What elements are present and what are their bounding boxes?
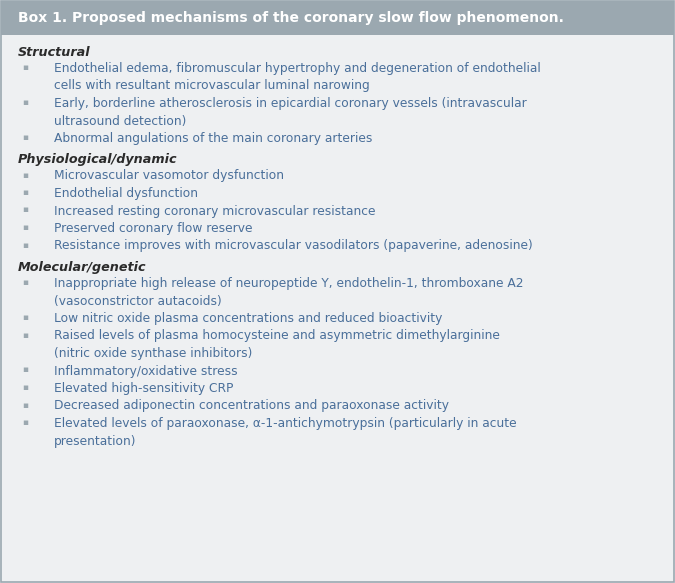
Text: Box 1. Proposed mechanisms of the coronary slow flow phenomenon.: Box 1. Proposed mechanisms of the corona…	[18, 11, 564, 25]
Text: ▪: ▪	[22, 331, 28, 339]
Text: presentation): presentation)	[54, 434, 136, 448]
Text: ultrasound detection): ultrasound detection)	[54, 114, 186, 128]
Text: ▪: ▪	[22, 313, 28, 322]
Text: ▪: ▪	[22, 418, 28, 427]
Text: Inflammatory/oxidative stress: Inflammatory/oxidative stress	[54, 364, 238, 378]
Text: Raised levels of plasma homocysteine and asymmetric dimethylarginine: Raised levels of plasma homocysteine and…	[54, 329, 500, 342]
Text: Early, borderline atherosclerosis in epicardial coronary vessels (intravascular: Early, borderline atherosclerosis in epi…	[54, 97, 526, 110]
Text: cells with resultant microvascular luminal narowing: cells with resultant microvascular lumin…	[54, 79, 370, 93]
Text: (nitric oxide synthase inhibitors): (nitric oxide synthase inhibitors)	[54, 347, 252, 360]
Text: Decreased adiponectin concentrations and paraoxonase activity: Decreased adiponectin concentrations and…	[54, 399, 449, 413]
Text: Elevated high-sensitivity CRP: Elevated high-sensitivity CRP	[54, 382, 234, 395]
Text: ▪: ▪	[22, 205, 28, 215]
Text: Resistance improves with microvascular vasodilators (papaverine, adenosine): Resistance improves with microvascular v…	[54, 240, 533, 252]
Text: Structural: Structural	[18, 46, 90, 59]
Text: ▪: ▪	[22, 383, 28, 392]
Text: Molecular/genetic: Molecular/genetic	[18, 261, 146, 274]
Text: ▪: ▪	[22, 98, 28, 107]
Text: ▪: ▪	[22, 366, 28, 374]
Text: ▪: ▪	[22, 170, 28, 180]
Text: Endothelial dysfunction: Endothelial dysfunction	[54, 187, 198, 200]
FancyBboxPatch shape	[1, 1, 674, 35]
Text: Microvascular vasomotor dysfunction: Microvascular vasomotor dysfunction	[54, 170, 284, 182]
Text: Low nitric oxide plasma concentrations and reduced bioactivity: Low nitric oxide plasma concentrations a…	[54, 312, 442, 325]
Text: ▪: ▪	[22, 223, 28, 232]
Text: Abnormal angulations of the main coronary arteries: Abnormal angulations of the main coronar…	[54, 132, 373, 145]
Text: ▪: ▪	[22, 133, 28, 142]
Text: ▪: ▪	[22, 278, 28, 287]
Text: Preserved coronary flow reserve: Preserved coronary flow reserve	[54, 222, 252, 235]
Text: ▪: ▪	[22, 63, 28, 72]
Text: (vasoconstrictor autacoids): (vasoconstrictor autacoids)	[54, 294, 222, 307]
Text: Endothelial edema, fibromuscular hypertrophy and degeneration of endothelial: Endothelial edema, fibromuscular hypertr…	[54, 62, 541, 75]
Text: Increased resting coronary microvascular resistance: Increased resting coronary microvascular…	[54, 205, 375, 217]
Text: Elevated levels of paraoxonase, α-1-antichymotrypsin (particularly in acute: Elevated levels of paraoxonase, α-1-anti…	[54, 417, 516, 430]
Text: ▪: ▪	[22, 188, 28, 197]
Text: ▪: ▪	[22, 401, 28, 409]
Text: Physiological/dynamic: Physiological/dynamic	[18, 153, 178, 167]
Text: ▪: ▪	[22, 241, 28, 250]
Text: Inappropriate high release of neuropeptide Y, endothelin-1, thromboxane A2: Inappropriate high release of neuropepti…	[54, 277, 524, 290]
